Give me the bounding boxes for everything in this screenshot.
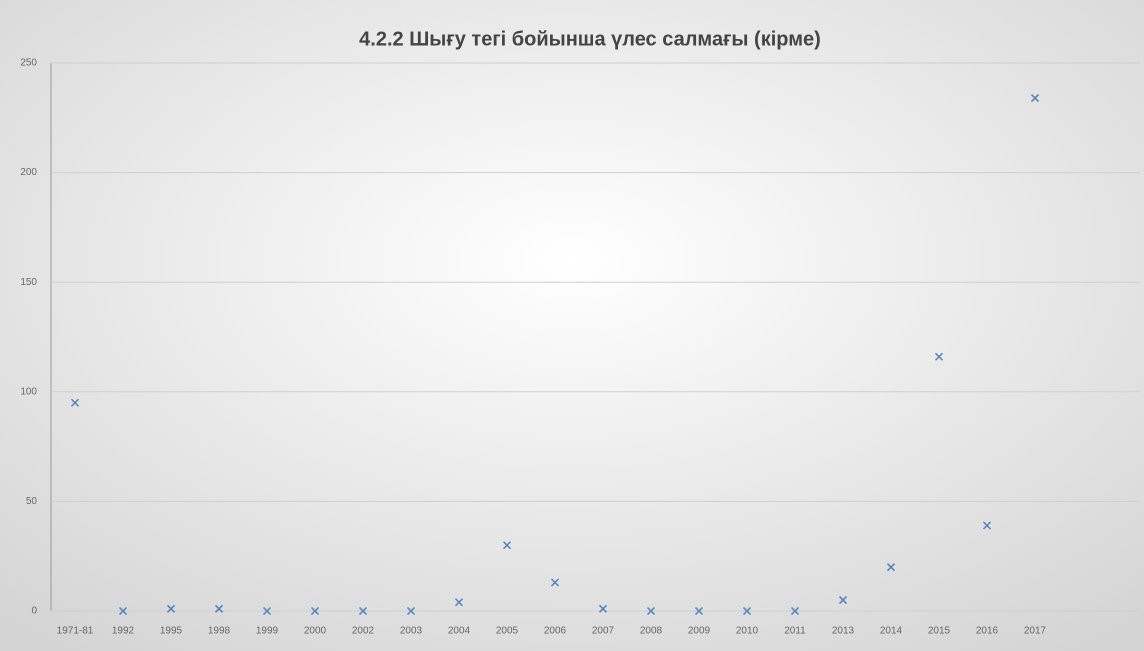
x-tick-label: 2008 (640, 626, 663, 637)
x-tick-label: 2015 (928, 626, 951, 637)
y-tick-label: 200 (20, 167, 37, 178)
marker (70, 398, 80, 407)
x-tick-label: 1998 (208, 626, 231, 637)
x-tick-label: 2004 (448, 626, 471, 637)
marker (742, 606, 752, 616)
marker (214, 604, 224, 613)
x-tick-label: 2009 (688, 626, 711, 637)
chart-title: 4.2.2 Шығу тегі бойынша үлес салмағы (кі… (359, 28, 821, 50)
x-tick-label: 2002 (352, 626, 375, 637)
x-tick-label: 2013 (832, 626, 855, 637)
x-tick-label: 2011 (784, 626, 806, 637)
marker (934, 352, 944, 361)
x-tick-label: 2016 (976, 626, 999, 637)
x-tick-label: 1999 (256, 626, 279, 637)
marker (262, 606, 272, 616)
y-tick-label: 50 (26, 496, 38, 507)
x-tick-label: 2000 (304, 626, 327, 637)
marker (838, 596, 848, 605)
marker (358, 606, 368, 616)
marker (1030, 94, 1040, 103)
y-tick-label: 250 (20, 58, 37, 69)
marker (694, 606, 704, 616)
x-tick-label: 1971-81 (57, 626, 94, 637)
x-tick-label: 2007 (592, 626, 615, 637)
x-tick-label: 1992 (112, 626, 135, 637)
x-tick-label: 1995 (160, 626, 183, 637)
marker (598, 604, 608, 613)
y-tick-label: 100 (20, 386, 37, 397)
marker (166, 604, 176, 613)
marker (550, 578, 560, 587)
marker (886, 563, 896, 572)
x-tick-label: 2006 (544, 626, 567, 637)
x-tick-label: 2014 (880, 626, 903, 637)
marker (454, 598, 464, 607)
marker (406, 606, 416, 616)
y-tick-label: 0 (31, 606, 37, 617)
marker (646, 606, 656, 616)
marker (310, 606, 320, 616)
x-tick-label: 2003 (400, 626, 423, 637)
marker (790, 606, 800, 616)
marker (118, 606, 128, 616)
marker (982, 521, 992, 530)
y-tick-label: 150 (20, 277, 37, 288)
x-tick-label: 2017 (1024, 626, 1047, 637)
x-tick-label: 2010 (736, 626, 759, 637)
marker (502, 541, 512, 550)
x-tick-label: 2005 (496, 626, 519, 637)
